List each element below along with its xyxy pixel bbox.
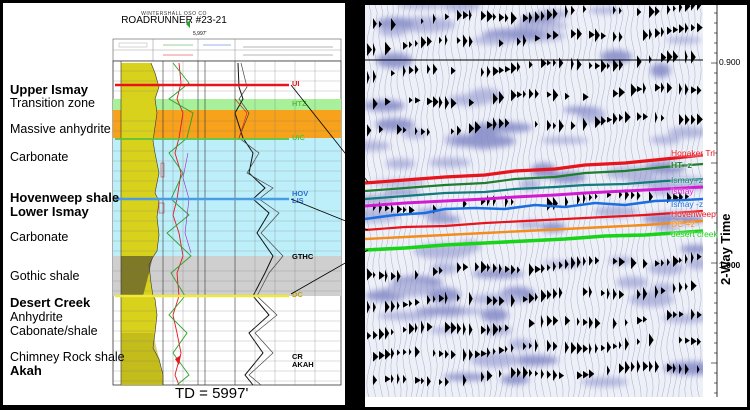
pick-code: UI	[292, 79, 300, 88]
horizon-label: HT -z	[671, 160, 692, 170]
transition-zone-band	[113, 99, 341, 110]
pick-code: UIC	[292, 133, 305, 142]
horizon-ismay	[365, 185, 703, 208]
time-tick-label: 0.900	[719, 57, 741, 67]
horizon-label: DC +z	[671, 219, 695, 229]
pick-code: AKAH	[292, 360, 314, 369]
formation-label: Massive anhydrite	[10, 122, 111, 136]
horizon-ismay-plus-z	[365, 177, 703, 201]
pick-code: CR	[292, 352, 303, 361]
formation-label: Upper Ismay	[10, 82, 89, 97]
horizon-ht-minus-z	[365, 162, 703, 193]
total-depth-label: TD = 5997'	[175, 385, 249, 402]
time-axis-title: 2-Way Time	[718, 213, 733, 285]
well-log-panel: WINTERSHALL OSO CO ROADRUNNER #23-21 5,9…	[3, 3, 345, 405]
pick-code: HOV	[292, 189, 309, 198]
gamma-ray-fill	[121, 63, 163, 385]
formation-label: Gothic shale	[10, 269, 80, 283]
horizon-label: Ismay -z	[671, 199, 704, 209]
well-name: ROADRUNNER #23-21	[121, 15, 227, 26]
formation-label: Chimney Rock shale	[10, 350, 125, 364]
horizon-label: Ismay	[671, 186, 694, 196]
formation-label: Carbonate	[10, 230, 69, 244]
horizon-honaker-trail	[365, 153, 703, 185]
formation-label: Transition zone	[10, 96, 95, 110]
horizon-label: Ismay+z	[671, 175, 703, 185]
well-symbol-icon	[186, 20, 190, 28]
pick-code: GTHC	[292, 252, 314, 261]
formation-label: Lower Ismay	[10, 204, 89, 219]
pick-code: DC	[292, 290, 303, 299]
time-tick-label: 1.000	[719, 260, 741, 270]
well-company: WINTERSHALL OSO CO	[141, 11, 207, 17]
formation-label: Anhydrite	[10, 310, 63, 324]
seismic-peaks	[367, 5, 703, 387]
horizon-label: Hovenweep	[671, 209, 716, 219]
time-axis-ticks	[711, 12, 717, 394]
formation-label: Hovenweep shale	[10, 190, 120, 205]
formation-label: Carbonate	[10, 150, 69, 164]
pick-code: HTZ	[292, 99, 307, 108]
horizon-hovenweep	[365, 209, 703, 232]
formation-label: Desert Creek	[10, 295, 91, 310]
horizon-label: Honaker Trl	[671, 148, 715, 158]
formation-label: Cabonate/shale	[10, 324, 98, 338]
well-depth: 5,997'	[193, 31, 207, 37]
pick-code: LIS	[292, 196, 304, 205]
horizon-ismay-minus-z	[365, 197, 703, 221]
horizon-label: desert creek	[671, 229, 718, 239]
horizon-desert-creek	[365, 229, 703, 252]
seismic-section	[365, 5, 718, 397]
formation-label: Akah	[10, 363, 42, 378]
horizon-dc-plus-z	[365, 219, 703, 241]
seismic-section-panel: Honaker Trl HT -z Ismay+z Ismay Ismay -z…	[365, 5, 747, 407]
